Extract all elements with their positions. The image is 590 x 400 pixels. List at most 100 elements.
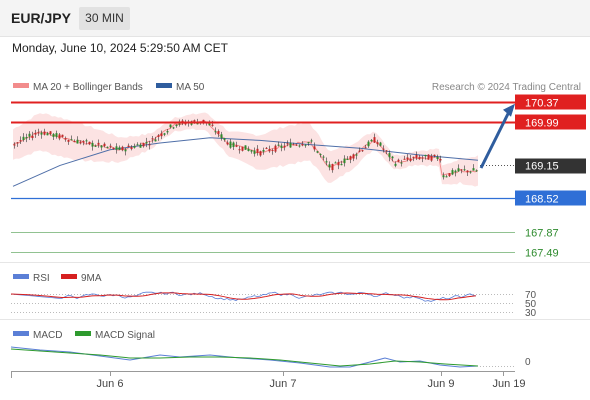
candle-body — [382, 148, 385, 150]
candle-body — [274, 145, 277, 152]
candle-body — [184, 123, 187, 125]
candle-body — [97, 142, 100, 145]
price-levels: 170.37 169.99 169.15 168.52 167.87 167.49 — [11, 94, 586, 260]
candle-body — [457, 168, 460, 172]
candle-body — [49, 131, 52, 135]
candle-body — [121, 146, 124, 151]
candle-body — [424, 154, 427, 157]
candle-body — [79, 141, 82, 144]
candle-body — [250, 150, 253, 152]
candle-body — [91, 142, 94, 147]
rsi-level-label: 50 — [525, 299, 537, 310]
candle-body — [136, 144, 139, 146]
candle-body — [475, 170, 478, 172]
candle-body — [241, 146, 244, 151]
candle-body — [394, 163, 397, 166]
candle-body — [391, 156, 394, 159]
candle-body — [13, 144, 16, 146]
candle-body — [460, 169, 463, 171]
candle-body — [244, 145, 247, 150]
candle-body — [463, 169, 466, 171]
candle-body — [439, 159, 442, 161]
interval-button[interactable]: 30 MIN — [79, 7, 130, 30]
candle-body — [22, 136, 25, 141]
candle-body — [109, 145, 112, 147]
rsi-level-label: 70 — [525, 290, 537, 301]
candle-body — [289, 142, 292, 148]
x-tick-label: Jun 19 — [492, 378, 525, 390]
candle-body — [400, 162, 403, 164]
candle-body — [67, 139, 70, 142]
candle-body — [346, 158, 349, 160]
candle-body — [142, 143, 145, 147]
candle-body — [340, 164, 343, 166]
candle-body — [58, 134, 61, 139]
candle-body — [406, 157, 409, 160]
candle-body — [319, 154, 322, 156]
candle-body — [352, 154, 355, 159]
candle-body — [37, 132, 40, 134]
candle-body — [85, 140, 88, 142]
candle-body — [163, 133, 166, 135]
candle-body — [160, 133, 163, 137]
candle-body — [295, 144, 298, 146]
candle-body — [61, 134, 64, 137]
candle-body — [379, 142, 382, 146]
candle-body — [19, 140, 22, 142]
candle-body — [430, 155, 433, 161]
candle-body — [214, 131, 217, 133]
candle-body — [148, 144, 151, 146]
candle-body — [364, 147, 367, 149]
candle-body — [325, 161, 328, 163]
x-tick-label: Jun 6 — [97, 378, 124, 390]
candle-body — [262, 150, 265, 152]
candle-body — [100, 145, 103, 148]
candle-body — [193, 120, 196, 122]
candle-body — [181, 120, 184, 123]
legend-swatch-ma20 — [13, 83, 29, 88]
candle-body — [256, 148, 259, 153]
candle-body — [133, 146, 136, 148]
candle-body — [253, 150, 256, 154]
candle-body — [217, 131, 220, 134]
candle-body — [229, 141, 232, 148]
candle-body — [46, 133, 49, 136]
candle-body — [298, 145, 301, 147]
candle-body — [223, 138, 226, 140]
candle-body — [31, 135, 34, 139]
level-label: 169.99 — [525, 118, 559, 130]
candle-body — [307, 142, 310, 144]
candle-body — [409, 158, 412, 161]
candle-body — [127, 145, 130, 147]
legend-macd-signal: MACD Signal — [95, 330, 155, 341]
candle-body — [145, 141, 148, 144]
candle-body — [412, 156, 415, 158]
candle-body — [64, 138, 67, 140]
candle-body — [415, 154, 418, 159]
candle-body — [370, 139, 373, 142]
candle-body — [388, 153, 391, 158]
level-tag — [515, 114, 586, 130]
rsi-panel — [10, 291, 477, 302]
candle-body — [286, 143, 289, 145]
ma50-path — [12, 137, 479, 187]
legend-9ma: 9MA — [81, 273, 102, 284]
candle-body — [112, 147, 115, 150]
macd-panel — [10, 346, 479, 368]
forecast-arrow-head — [503, 103, 515, 117]
forecast-arrow — [479, 103, 515, 169]
macd-line — [10, 346, 479, 368]
x-tick-label: Jun 9 — [428, 378, 455, 390]
last-price-label: 169.15 — [525, 161, 559, 173]
candle-body — [70, 139, 73, 141]
candle-body — [103, 143, 106, 146]
candle-body — [175, 124, 178, 127]
candle-body — [466, 170, 469, 173]
candle-body — [361, 150, 364, 152]
candle-body — [34, 132, 37, 135]
level-label: 167.87 — [525, 228, 559, 240]
candle-body — [454, 170, 457, 173]
candle-body — [106, 146, 109, 148]
rsi-level-label: 30 — [525, 308, 537, 319]
